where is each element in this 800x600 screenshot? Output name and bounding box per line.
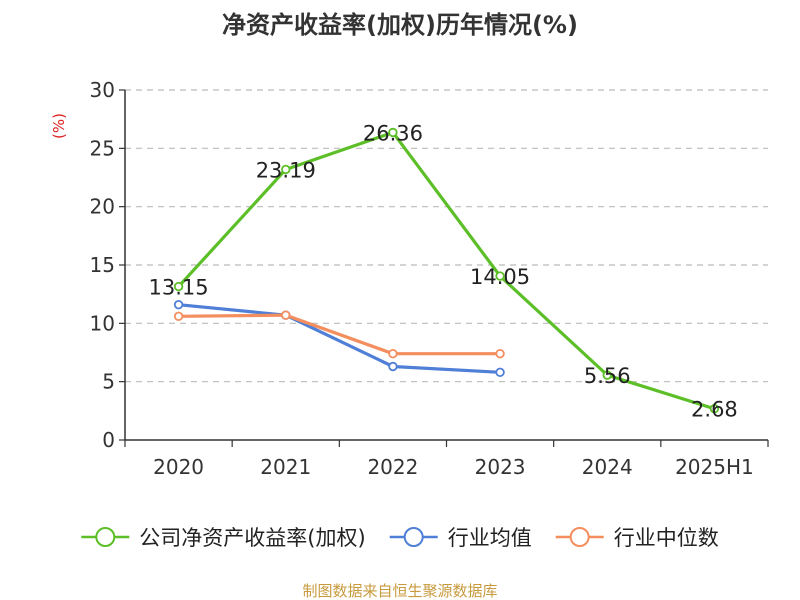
x-tick-label: 2020 (153, 455, 204, 479)
y-tick-label: 10 (90, 311, 115, 335)
legend-marker (95, 527, 116, 547)
legend-item-1: 行业均值 (389, 526, 532, 550)
data-point (602, 370, 612, 380)
data-point (173, 281, 184, 292)
x-tick-label: 2025H1 (675, 455, 754, 479)
legend-marker (403, 527, 424, 547)
y-axis-unit-label: (%) (50, 113, 68, 139)
data-point (173, 311, 184, 322)
data-labels: 13.15 23.19 26.36 14.05 5.56 2.68 (149, 121, 738, 421)
source-footnote: 制图数据来自恒生聚源数据库 (302, 582, 497, 600)
data-point (495, 271, 505, 281)
data-label: 13.15 (149, 276, 209, 300)
data-label: 5.56 (584, 364, 631, 388)
data-point (709, 404, 720, 414)
legend-item-2: 行业中位数 (555, 526, 719, 550)
legend: 公司净资产收益率(加权) 行业均值 行业中位数 (81, 526, 719, 550)
series-line-0 (177, 130, 715, 411)
legend-label: 公司净资产收益率(加权) (139, 526, 365, 550)
data-point (388, 127, 398, 138)
chart-title: 净资产收益率(加权)历年情况(%) (222, 11, 578, 39)
x-tick-label: 2021 (260, 455, 311, 479)
legend-label: 行业中位数 (614, 526, 719, 550)
y-tick-label: 5 (102, 370, 115, 394)
y-tick-label: 20 (90, 195, 115, 219)
gridlines (125, 89, 768, 383)
series-line-2 (178, 313, 501, 356)
data-point (173, 299, 184, 310)
data-point (495, 367, 505, 378)
axes: 0 5 10 15 20 25 30 2020 2021 2022 2023 2024 2025H1 (90, 78, 769, 479)
data-point (281, 164, 291, 175)
y-tick-label: 15 (90, 253, 115, 277)
data-point (388, 361, 398, 372)
x-tick-label: 2022 (367, 455, 418, 479)
data-point (281, 310, 291, 320)
data-label: 23.19 (256, 158, 316, 182)
legend-item-0: 公司净资产收益率(加权) (81, 526, 366, 550)
legend-marker (569, 527, 590, 547)
y-tick-label: 0 (102, 428, 115, 452)
data-label: 2.68 (691, 398, 738, 422)
x-tick-label: 2023 (475, 455, 526, 479)
data-label: 26.36 (363, 121, 423, 145)
y-tick-label: 25 (90, 136, 115, 160)
legend-label: 行业均值 (448, 526, 532, 550)
data-point (495, 348, 505, 359)
series-line-1 (178, 303, 501, 374)
data-point (388, 348, 398, 359)
series-layer (173, 127, 720, 414)
data-label: 14.05 (470, 265, 530, 289)
x-tick-label: 2024 (582, 455, 633, 479)
y-tick-label: 30 (90, 78, 115, 102)
